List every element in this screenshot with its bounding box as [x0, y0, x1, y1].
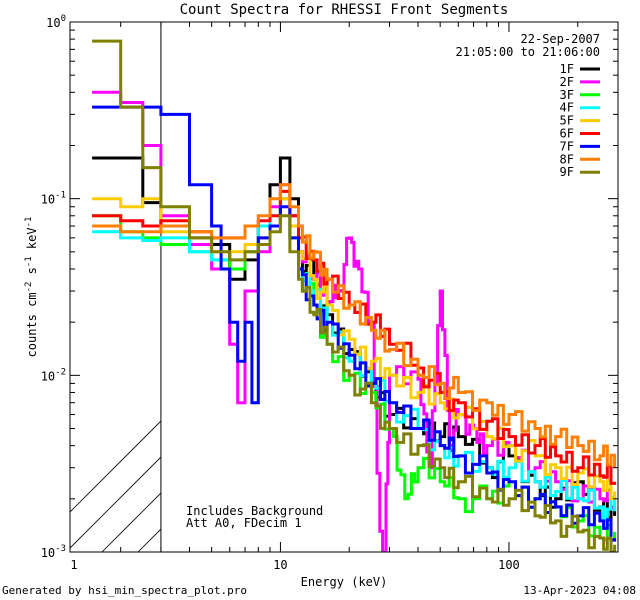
- y-tick-label: 10-3: [41, 544, 66, 560]
- series-line-9F: [92, 39, 617, 552]
- annotation-background: Includes Background: [186, 504, 323, 518]
- series-line-5F: [92, 197, 617, 501]
- y-tick-label: 10-2: [41, 367, 66, 383]
- hatch-line: [70, 420, 161, 513]
- x-tick-label: 10: [273, 558, 287, 572]
- y-axis-label: counts cm-2 s-1 keV-1: [24, 217, 39, 358]
- series-line-8F: [92, 183, 617, 468]
- plot-frame: [69, 21, 619, 553]
- chart-title: Count Spectra for RHESSI Front Segments: [180, 2, 509, 18]
- x-tick-label: 1: [70, 558, 77, 572]
- series-line-7F: [92, 105, 617, 542]
- legend-label-7F: 7F: [560, 139, 574, 153]
- legend-label-2F: 2F: [560, 75, 574, 89]
- spectra-series-group: [92, 39, 617, 552]
- footer-timestamp: 13-Apr-2023 04:08: [523, 584, 636, 597]
- legend-label-1F: 1F: [560, 62, 574, 76]
- x-tick-label: 100: [498, 558, 520, 572]
- legend-label-3F: 3F: [560, 88, 574, 102]
- hatch-line: [70, 456, 161, 549]
- footer-generated-by: Generated by hsi_min_spectra_plot.pro: [2, 584, 247, 597]
- annotation-attenuator: Att A0, FDecim 1: [186, 516, 302, 530]
- y-tick-label: 10-1: [41, 191, 66, 207]
- x-axis-label: Energy (keV): [301, 575, 388, 589]
- time-range-label: 21:05:00 to 21:06:00: [456, 45, 601, 59]
- legend-label-9F: 9F: [560, 165, 574, 179]
- date-label: 22-Sep-2007: [521, 32, 600, 46]
- axis-ticks: 1 10 100 10-3 10-2 10-1 100: [41, 14, 619, 572]
- legend-label-6F: 6F: [560, 127, 574, 141]
- y-tick-label: 100: [46, 14, 66, 30]
- legend-label-8F: 8F: [560, 152, 574, 166]
- legend-label-4F: 4F: [560, 101, 574, 115]
- legend-label-5F: 5F: [560, 114, 574, 128]
- hatch-line: [390, 22, 640, 552]
